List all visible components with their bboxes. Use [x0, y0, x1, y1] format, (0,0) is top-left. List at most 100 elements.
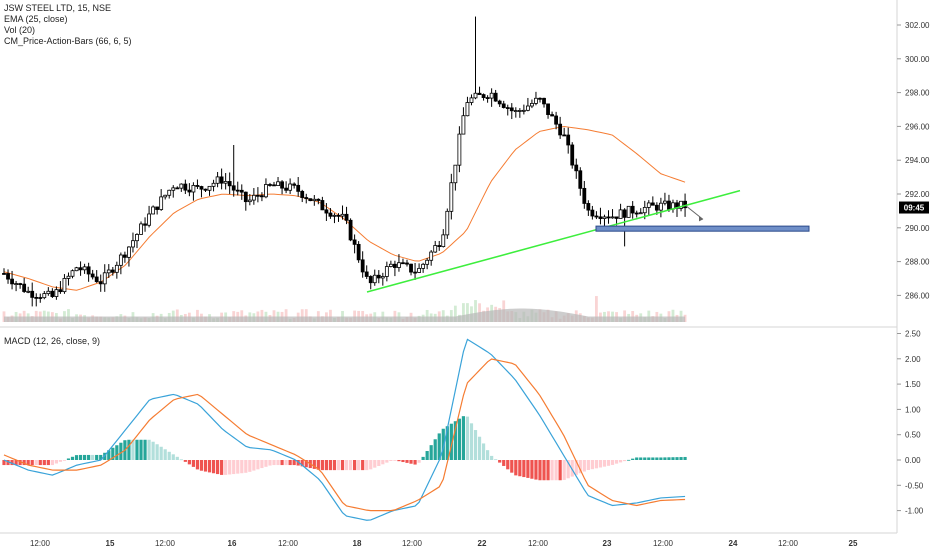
- indicator-legend[interactable]: CM_Price-Action-Bars (66, 6, 5): [4, 36, 132, 46]
- macd-histogram-bar: [139, 439, 143, 460]
- macd-histogram-bar: [558, 460, 562, 481]
- time-tick-label: 23: [603, 539, 612, 548]
- macd-histogram-bar: [538, 460, 542, 481]
- macd-histogram-bar: [381, 460, 385, 465]
- macd-histogram-bar: [357, 460, 361, 471]
- volume-bar: [284, 309, 288, 322]
- ema-legend[interactable]: EMA (25, close): [4, 14, 68, 24]
- candle-body: [683, 200, 687, 209]
- macd-histogram-bar: [405, 460, 409, 463]
- macd-histogram-bar: [373, 460, 377, 468]
- symbol-title[interactable]: JSW STEEL LTD, 15, NSE: [4, 3, 112, 13]
- macd-histogram-bar: [530, 460, 534, 479]
- candle-body: [159, 196, 164, 210]
- macd-histogram-bar: [260, 460, 264, 469]
- candle-body: [546, 103, 550, 115]
- volume-bar: [260, 309, 264, 322]
- candle-body: [602, 216, 607, 219]
- candle-body: [312, 198, 317, 202]
- candle-body: [417, 267, 421, 273]
- macd-histogram-bar: [481, 443, 486, 460]
- candle-body: [642, 207, 647, 214]
- macd-tick-label: 0.50: [905, 431, 921, 440]
- macd-histogram-bar: [296, 460, 300, 466]
- time-tick-label: 24: [729, 539, 738, 548]
- candle-body: [247, 199, 252, 203]
- ema-path: [3, 125, 686, 291]
- macd-histogram-bar: [26, 460, 30, 466]
- macd-histogram-bar: [312, 460, 316, 469]
- macd-histogram-bar: [131, 439, 135, 460]
- macd-histogram-bar: [14, 460, 18, 466]
- macd-histogram-bar: [526, 460, 530, 478]
- candle-body: [304, 197, 309, 200]
- candle-body: [570, 144, 575, 166]
- candle-body: [10, 278, 14, 285]
- macd-histogram-bar: [10, 460, 14, 466]
- macd-histogram-bar: [248, 460, 252, 472]
- candle-body: [578, 170, 583, 189]
- price-tick-label: 290.00: [905, 224, 930, 233]
- candle-body: [127, 246, 131, 258]
- macd-histogram-bar: [518, 460, 522, 477]
- macd-histogram-bar: [207, 460, 212, 473]
- macd-histogram-bar: [171, 454, 175, 460]
- candle-body: [485, 97, 490, 99]
- volume-bars: [2, 296, 687, 322]
- macd-histogram-bar: [220, 460, 224, 475]
- candle-body: [38, 297, 43, 299]
- candle-body: [219, 176, 224, 184]
- macd-histogram-bar: [50, 460, 54, 466]
- macd-histogram-bar: [594, 460, 599, 469]
- candle-body: [433, 245, 438, 253]
- macd-histogram-bar: [421, 456, 425, 460]
- candle-body: [151, 206, 156, 215]
- macd-histogram-bar: [643, 457, 647, 460]
- volume-bar: [671, 309, 675, 322]
- macd-histogram-bar: [490, 455, 494, 460]
- macd-histogram-bar: [590, 460, 594, 470]
- macd-histogram-bar: [602, 460, 607, 467]
- macd-histogram-bar: [276, 460, 280, 466]
- macd-histogram-bar: [498, 460, 502, 463]
- annotations: [366, 189, 810, 293]
- candle-body: [421, 263, 426, 269]
- macd-histogram-bar: [340, 460, 345, 471]
- macd-histogram-bar: [586, 460, 590, 471]
- candle-body: [554, 115, 559, 125]
- macd-histogram-bar: [284, 460, 288, 466]
- macd-histogram-bar: [74, 455, 79, 460]
- macd-tick-label: 1.00: [905, 405, 921, 414]
- macd-histogram-bar: [550, 460, 554, 481]
- candle-body: [530, 102, 534, 107]
- candle-body: [526, 105, 530, 111]
- macd-histogram-bar: [167, 451, 171, 460]
- volume-bar: [175, 309, 179, 322]
- candle-body: [461, 115, 466, 135]
- candle-body: [215, 176, 220, 184]
- volume-bar: [2, 311, 6, 322]
- candle-body: [70, 270, 75, 277]
- volume-bar: [595, 296, 598, 322]
- macd-histogram-bar: [300, 460, 304, 467]
- macd-histogram-bar: [70, 456, 75, 460]
- candle-body: [6, 273, 10, 280]
- macd-histogram-bar: [461, 416, 466, 460]
- candle-body: [505, 107, 510, 109]
- vol-legend[interactable]: Vol (20): [4, 25, 36, 35]
- macd-histogram-bar: [336, 460, 341, 471]
- macd-legend[interactable]: MACD (12, 26, close, 9): [4, 336, 101, 346]
- macd-histogram-bar: [304, 460, 308, 468]
- price-tick-label: 294.00: [905, 156, 930, 165]
- price-tick-label: 288.00: [905, 258, 930, 267]
- macd-histogram-bar: [578, 460, 582, 474]
- candle-body: [139, 223, 143, 235]
- macd-histogram-bar: [328, 460, 333, 471]
- time-tick-label: 12:00: [155, 539, 176, 548]
- candle-body: [203, 188, 208, 191]
- macd-histogram-bar: [647, 457, 651, 460]
- candle-body: [610, 216, 615, 219]
- candle-body: [191, 185, 196, 193]
- candle-body: [445, 210, 450, 236]
